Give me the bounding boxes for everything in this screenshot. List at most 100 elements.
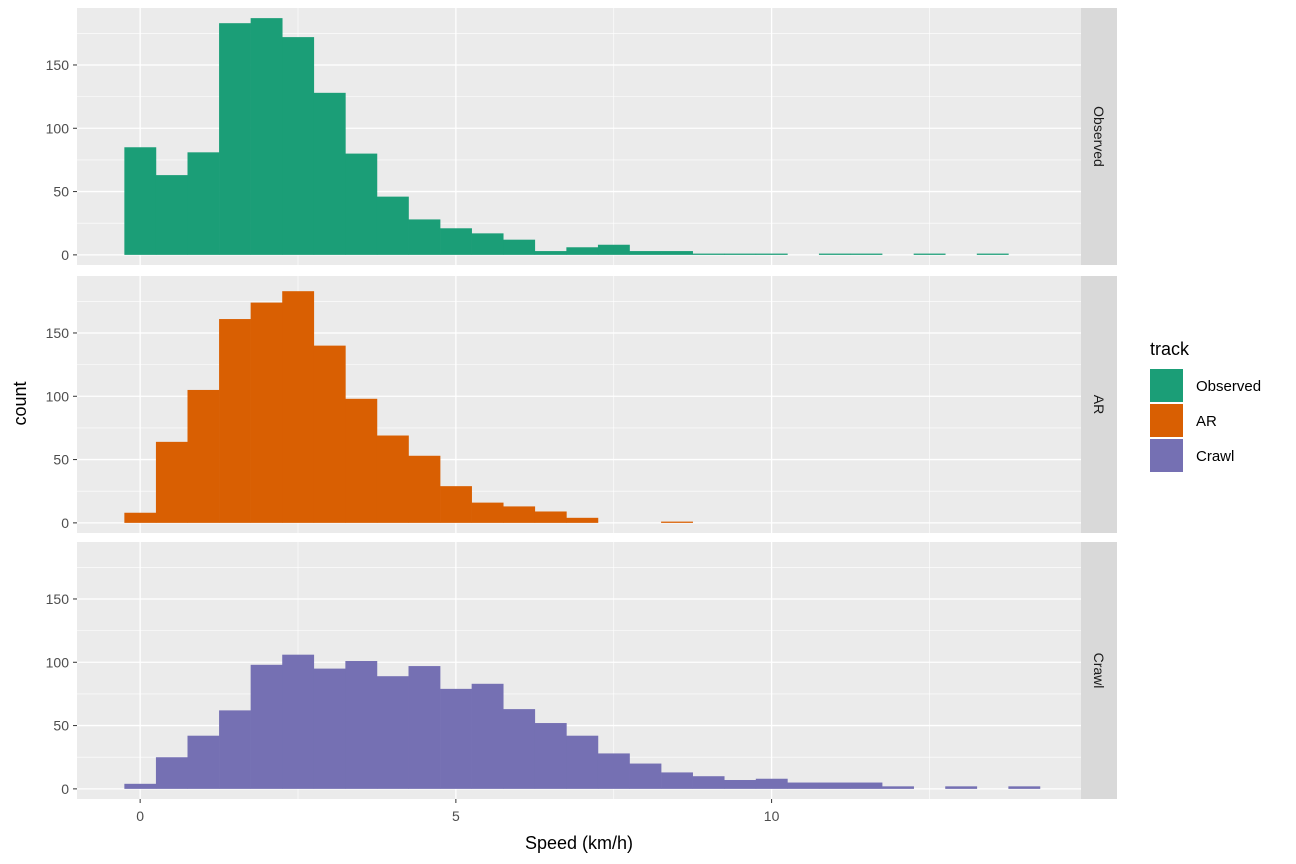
facet-strip [1081,276,1117,533]
bar-ar [503,506,536,523]
bar-crawl [313,668,346,789]
x-tick-label: 10 [764,808,780,824]
bar-crawl [629,763,662,789]
legend-label-ar: AR [1196,413,1217,430]
bar-observed [345,153,378,255]
facet-strip-label: Observed [1091,106,1107,167]
facet-strip [1081,8,1117,265]
bar-crawl [219,710,251,789]
y-axis-title: count [10,381,30,425]
bar-crawl [882,786,914,789]
legend: track Observed AR Crawl [1150,339,1261,472]
bar-crawl [408,666,441,789]
bar-crawl [850,782,883,789]
legend-label-observed: Observed [1196,378,1261,395]
legend-key-ar [1150,404,1183,437]
bar-observed [661,251,693,255]
bar-crawl [282,654,315,789]
y-tick-label: 50 [53,718,69,734]
bar-crawl [724,780,757,789]
bar-observed [850,253,883,255]
facet-strip [1081,542,1117,799]
legend-key-observed [1150,369,1183,402]
y-tick-label: 0 [61,247,69,263]
facet-panel-ar: 0 50 100 150 AR [46,276,1117,533]
facet-panel-observed: 0 50 100 150 Observed [46,8,1117,265]
facet-strip-label: AR [1091,395,1107,414]
bar-ar [566,517,599,523]
bar-ar [282,291,315,523]
x-tick-label: 5 [452,808,460,824]
bar-observed [692,253,725,255]
bar-observed [124,147,157,255]
bar-crawl [787,782,820,789]
bar-observed [313,92,346,255]
legend-label-crawl: Crawl [1196,448,1234,465]
bar-crawl [945,786,978,789]
bar-ar [376,435,409,523]
bar-crawl [376,676,409,789]
bar-observed [187,152,220,255]
bar-ar [250,302,283,523]
y-tick-label: 0 [61,515,69,531]
bar-crawl [661,772,693,789]
bar-observed [282,37,315,255]
bar-crawl [345,661,378,789]
bar-ar [124,512,157,523]
y-tick-label: 150 [46,57,70,73]
bar-observed [818,253,851,255]
bar-observed [629,251,662,255]
bar-observed [755,253,788,255]
legend-title: track [1150,339,1190,359]
bar-ar [313,345,346,523]
bar-observed [408,219,441,255]
x-tick-label: 0 [136,808,144,824]
bar-observed [503,239,536,255]
bar-observed [155,175,188,255]
facet-strip-label: Crawl [1091,653,1107,689]
bar-crawl [440,688,472,789]
bar-observed [976,253,1009,255]
bar-crawl [503,709,536,789]
bar-observed [913,253,946,255]
facet-panels: 0 50 100 150 Observed 0 50 100 150 AR 0 50 100 150 Cra… [46,8,1117,799]
x-axis: 0 5 10 [136,799,780,824]
y-tick-label: 100 [46,120,70,136]
bar-observed [724,253,757,255]
bar-ar [440,486,472,523]
legend-key-crawl [1150,439,1183,472]
bar-observed [597,244,630,255]
bar-observed [250,18,283,255]
bar-crawl [471,683,504,789]
bar-ar [219,319,251,523]
y-tick-label: 100 [46,388,70,404]
y-tick-label: 150 [46,591,70,607]
bar-crawl [692,776,725,789]
x-axis-title: Speed (km/h) [525,833,633,853]
bar-ar [187,389,220,523]
bar-crawl [566,735,599,789]
bar-ar [661,521,693,523]
bar-observed [440,228,472,255]
y-tick-label: 0 [61,781,69,797]
bar-ar [471,502,504,523]
y-tick-label: 50 [53,452,69,468]
y-tick-label: 150 [46,325,70,341]
bar-crawl [534,723,567,789]
bar-crawl [155,757,188,789]
bar-observed [219,23,251,255]
bar-ar [155,441,188,523]
bar-ar [345,398,378,523]
bar-ar [534,511,567,523]
bar-observed [376,196,409,255]
bar-observed [566,247,599,255]
bar-crawl [1008,786,1041,789]
facet-panel-crawl: 0 50 100 150 Crawl [46,542,1117,799]
bar-crawl [250,664,283,789]
bar-observed [471,233,504,255]
y-tick-label: 50 [53,184,69,200]
bar-crawl [597,753,630,789]
bar-crawl [187,735,220,789]
y-tick-label: 100 [46,654,70,670]
